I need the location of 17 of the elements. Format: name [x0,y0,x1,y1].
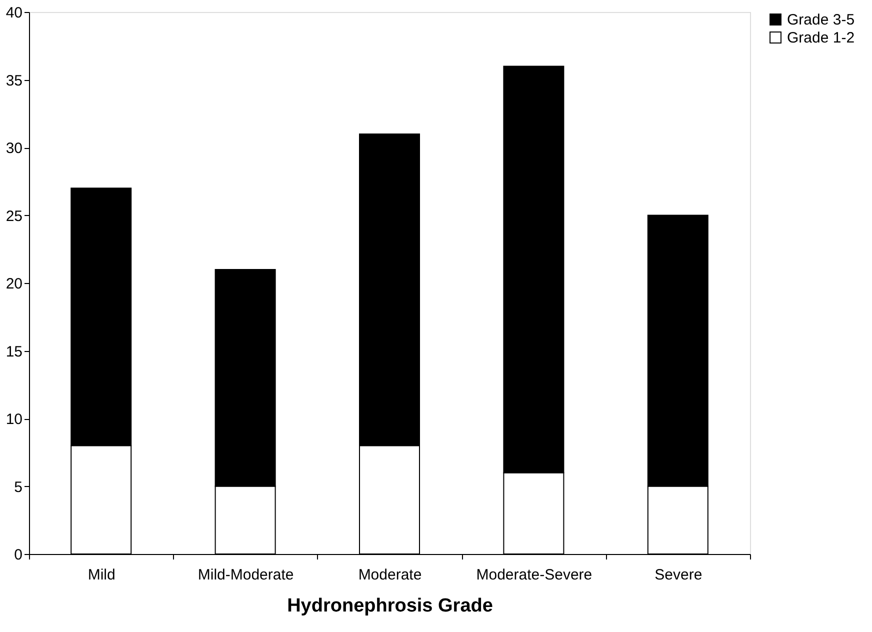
x-tick-label: Moderate [358,566,422,584]
y-tick-label: 0 [14,546,22,564]
x-tick-label: Mild [88,566,116,584]
y-tick-label: 20 [6,276,22,292]
y-tick-label: 40 [6,4,22,22]
y-tick-label: 35 [6,72,22,90]
y-tick-label: 10 [6,411,22,428]
y-tick-label: 30 [6,140,22,157]
x-tick-label: Mild-Moderate [198,566,294,584]
y-tick-label: 5 [14,478,22,496]
x-tick-label: Severe [654,566,702,584]
y-tick-label: 25 [6,208,22,225]
y-tick-label: 15 [6,343,22,360]
x-tick-label: Moderate-Severe [476,566,592,584]
legend-label: Grade 1-2 [787,30,855,46]
x-axis-title: Hydronephrosis Grade [287,596,493,616]
legend-label: Grade 3-5 [787,12,855,28]
